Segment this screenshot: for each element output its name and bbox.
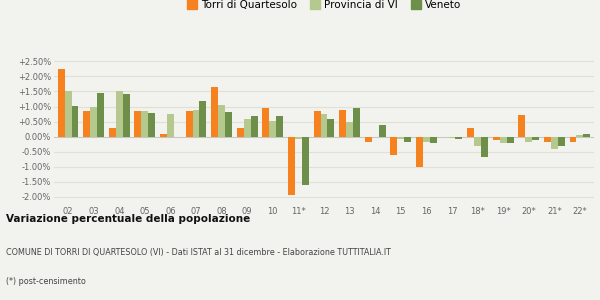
Bar	[295, 136, 302, 139]
Bar	[532, 136, 539, 140]
Text: COMUNE DI TORRI DI QUARTESOLO (VI) - Dati ISTAT al 31 dicembre - Elaborazione TU: COMUNE DI TORRI DI QUARTESOLO (VI) - Dat…	[6, 248, 391, 256]
Bar	[65, 92, 71, 136]
Bar	[365, 136, 372, 142]
Bar	[423, 136, 430, 142]
Bar	[314, 111, 320, 136]
Bar	[455, 136, 463, 139]
Bar	[583, 134, 590, 136]
Legend: Torri di Quartesolo, Provincia di VI, Veneto: Torri di Quartesolo, Provincia di VI, Ve…	[182, 0, 466, 14]
Bar	[302, 136, 309, 185]
Bar	[430, 136, 437, 142]
Bar	[83, 111, 90, 136]
Bar	[58, 69, 65, 136]
Bar	[251, 116, 257, 136]
Bar	[320, 114, 328, 136]
Bar	[160, 134, 167, 136]
Bar	[397, 136, 404, 139]
Bar	[244, 118, 251, 136]
Bar	[449, 136, 455, 138]
Text: Variazione percentuale della popolazione: Variazione percentuale della popolazione	[6, 214, 250, 224]
Bar	[97, 93, 104, 136]
Bar	[109, 128, 116, 136]
Bar	[346, 122, 353, 136]
Bar	[148, 112, 155, 136]
Bar	[193, 110, 199, 136]
Bar	[339, 110, 346, 136]
Bar	[404, 136, 411, 142]
Bar	[142, 111, 148, 136]
Bar	[218, 105, 225, 136]
Bar	[90, 106, 97, 136]
Bar	[416, 136, 423, 167]
Bar	[225, 112, 232, 136]
Bar	[518, 115, 525, 136]
Bar	[71, 106, 79, 136]
Bar	[525, 136, 532, 142]
Bar	[353, 108, 360, 136]
Bar	[123, 94, 130, 136]
Bar	[467, 128, 474, 136]
Bar	[544, 136, 551, 142]
Bar	[134, 111, 142, 136]
Bar	[569, 136, 577, 142]
Bar	[269, 121, 276, 136]
Bar	[493, 136, 500, 140]
Bar	[391, 136, 397, 154]
Bar	[237, 128, 244, 136]
Bar	[379, 124, 386, 136]
Bar	[262, 108, 269, 136]
Bar	[288, 136, 295, 195]
Bar	[481, 136, 488, 157]
Text: (*) post-censimento: (*) post-censimento	[6, 278, 86, 286]
Bar	[199, 100, 206, 136]
Bar	[577, 135, 583, 136]
Bar	[506, 136, 514, 143]
Bar	[500, 136, 506, 142]
Bar	[211, 87, 218, 136]
Bar	[558, 136, 565, 146]
Bar	[185, 111, 193, 136]
Bar	[116, 92, 123, 136]
Bar	[276, 116, 283, 136]
Bar	[328, 118, 334, 136]
Bar	[167, 114, 174, 136]
Bar	[474, 136, 481, 146]
Bar	[551, 136, 558, 148]
